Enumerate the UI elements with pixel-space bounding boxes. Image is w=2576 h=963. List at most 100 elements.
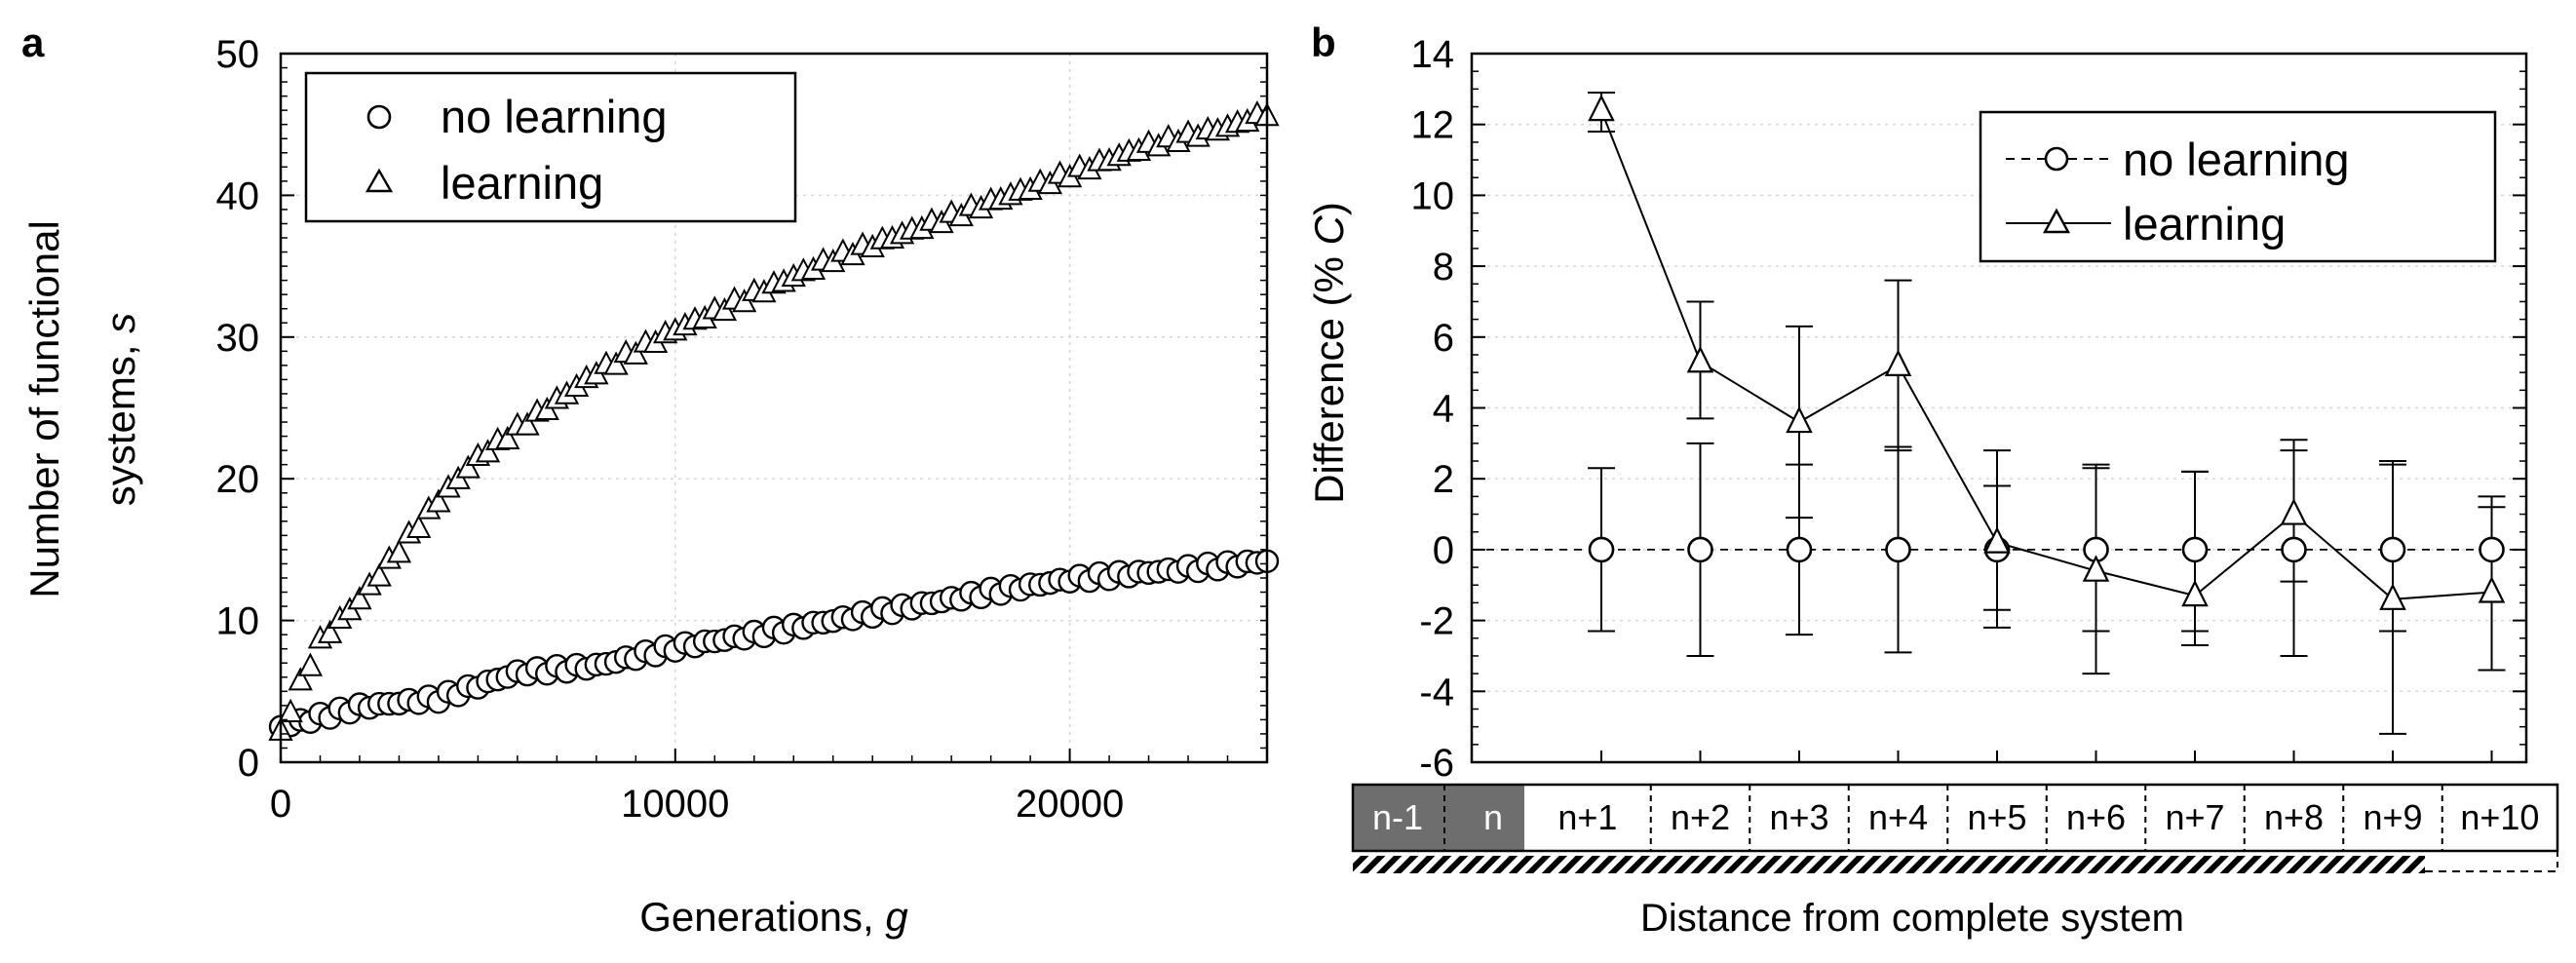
panel-b-point-learning — [2379, 583, 2406, 610]
panel-a-legend-learning: learning — [441, 157, 603, 209]
strip-category-label: n+3 — [1769, 797, 1828, 837]
panel-a-ticks: 0 10000 20000 0 10 20 30 40 50 — [216, 33, 1268, 826]
strip-category-label: n+2 — [1671, 797, 1730, 837]
panel-b-ticks: -6 -4 -2 0 2 4 6 8 10 12 14 — [1411, 33, 2526, 785]
strip-category-label: n+7 — [2165, 797, 2224, 837]
panel-a-legend-circle-marker — [366, 104, 392, 130]
panel-a-point-learning — [347, 586, 372, 610]
panel-b-legend-frame — [1979, 110, 2497, 263]
panel-a-point-learning — [406, 514, 432, 538]
panel-b-y-tick-label: -6 — [1419, 742, 1454, 785]
panel-a-legend: no learning learning — [304, 71, 797, 223]
panel-b-y-tick-label: 4 — [1433, 388, 1454, 431]
panel-a-legend-no-learning: no learning — [441, 91, 668, 142]
panel-b-letter: b — [1311, 19, 1336, 65]
strip-category-label: n+9 — [2363, 797, 2422, 837]
strip-category-label: n+8 — [2264, 797, 2324, 837]
panel-b-point-no-learning — [1885, 536, 1911, 563]
panel-b-point-learning — [2280, 498, 2308, 525]
panel-a-point-learning — [426, 488, 451, 513]
panel-b-y-title: Difference (% C) — [1306, 202, 1352, 504]
panel-a-point-learning — [386, 539, 412, 563]
panel-a-legend-triangle-marker — [365, 168, 394, 193]
panel-b-point-learning — [2478, 576, 2506, 603]
panel-a-point-learning — [297, 652, 324, 676]
panel-b-point-learning — [1786, 405, 1813, 434]
strip-category-label: n+6 — [2066, 797, 2126, 837]
panel-a-x-tick-label: 20000 — [1016, 783, 1124, 826]
panel-b-y-tick-label: 8 — [1433, 246, 1454, 289]
panel-b-legend-learning: learning — [2123, 198, 2286, 250]
panel-a-y-tick-label: 10 — [216, 600, 260, 643]
panel-a-point-learning — [455, 454, 481, 479]
panel-a-legend-frame — [304, 71, 797, 223]
panel-b-y-tick-label: 12 — [1411, 104, 1455, 147]
panel-a-x-tick-label: 0 — [270, 783, 291, 826]
panel-a-point-learning — [534, 396, 559, 421]
panel-b-y-title-var: C — [1306, 215, 1352, 246]
panel-a-point-learning — [475, 439, 501, 463]
panel-b-point-no-learning — [1588, 536, 1615, 563]
panel-b-y-tick-label: 10 — [1411, 174, 1455, 217]
panel-a-point-learning — [278, 698, 303, 722]
panel-a-y-tick-label: 30 — [216, 317, 260, 360]
panel-b-series — [1472, 91, 2526, 735]
panel-a-point-learning — [623, 340, 648, 365]
panel-b-y-tick-label: 6 — [1433, 317, 1454, 360]
panel-a-y-title-1: Number of functional — [21, 220, 67, 598]
panel-b-legend-circle-marker — [2044, 146, 2069, 172]
panel-b-point-no-learning — [2181, 536, 2209, 563]
panel-b-point-no-learning — [2479, 536, 2505, 563]
panel-b-point-learning — [1588, 94, 1615, 122]
panel-a-x-title: Generations, g — [639, 894, 908, 940]
panel-b-point-no-learning — [2281, 536, 2307, 563]
panel-a-y-title-var: s — [97, 313, 143, 333]
panel-a-point-learning — [515, 411, 540, 436]
panel-b-point-learning — [1884, 349, 1912, 376]
panel-a-y-tick-label: 0 — [238, 742, 259, 785]
panel-b-point-learning — [2082, 555, 2110, 582]
panel-b-y-tick-label: 0 — [1433, 529, 1454, 572]
panel-b-y-tick-label: -4 — [1419, 671, 1454, 713]
panel-a-point-learning — [711, 297, 738, 322]
strip-pre-category-label: n — [1483, 797, 1503, 837]
panel-a-y-title-2-text: systems, — [97, 333, 143, 506]
panel-b-x-title: Distance from complete system — [1640, 897, 2184, 940]
panel-b-y-title-text: Difference (% — [1306, 246, 1352, 504]
strip-category-label: n+1 — [1557, 797, 1617, 837]
panel-a-point-learning — [288, 667, 313, 691]
panel-a-x-tick-label: 10000 — [621, 783, 729, 826]
panel-b-point-no-learning — [1786, 536, 1813, 563]
strip-dark-block — [1353, 785, 1524, 851]
panel-a-x-title-text: Generations, — [639, 894, 885, 940]
panel-b-y-tick-label: -2 — [1419, 600, 1454, 643]
strip-category-label: n+5 — [1967, 797, 2026, 837]
panel-a-point-learning — [317, 619, 343, 643]
panel-b-y-title-end: ) — [1306, 202, 1352, 215]
panel-b-legend-no-learning: no learning — [2123, 134, 2350, 185]
panel-a-y-tick-label: 50 — [216, 33, 260, 76]
panel-b-line-learning — [1600, 109, 2492, 600]
panel-b-point-no-learning — [1687, 536, 1713, 563]
panel-b-legend: no learning learning — [1979, 110, 2497, 263]
strip-category-label: n+4 — [1868, 797, 1928, 837]
panel-a-point-learning — [366, 562, 392, 587]
panel-a-letter: a — [21, 19, 45, 65]
panel-a-y-tick-label: 20 — [216, 458, 260, 501]
panel-b-category-strip: n-1 n n+1 n+2 n+3 n+4 n+5 n+6 n+7 n+8 n+9 n+10 — [1351, 783, 2559, 873]
panel-a-y-title-2: systems, s — [97, 313, 143, 506]
panel-b-y-tick-label: 2 — [1433, 458, 1454, 501]
panel-b-point-learning — [1983, 526, 2011, 554]
strip-hatch — [1353, 856, 2425, 873]
panel-b-y-tick-label: 14 — [1411, 33, 1455, 76]
panel-a-y-tick-label: 40 — [216, 174, 260, 217]
strip-frame — [1351, 783, 2559, 853]
panel-a-point-learning — [603, 351, 629, 375]
panel-b-point-learning — [1686, 345, 1714, 373]
panel-b-point-no-learning — [2379, 536, 2406, 563]
panel-a-x-title-var: g — [885, 894, 907, 940]
panel-a-point-learning — [495, 425, 520, 450]
panel-a-series — [268, 99, 1280, 741]
strip-category-label: n+10 — [2460, 797, 2539, 837]
